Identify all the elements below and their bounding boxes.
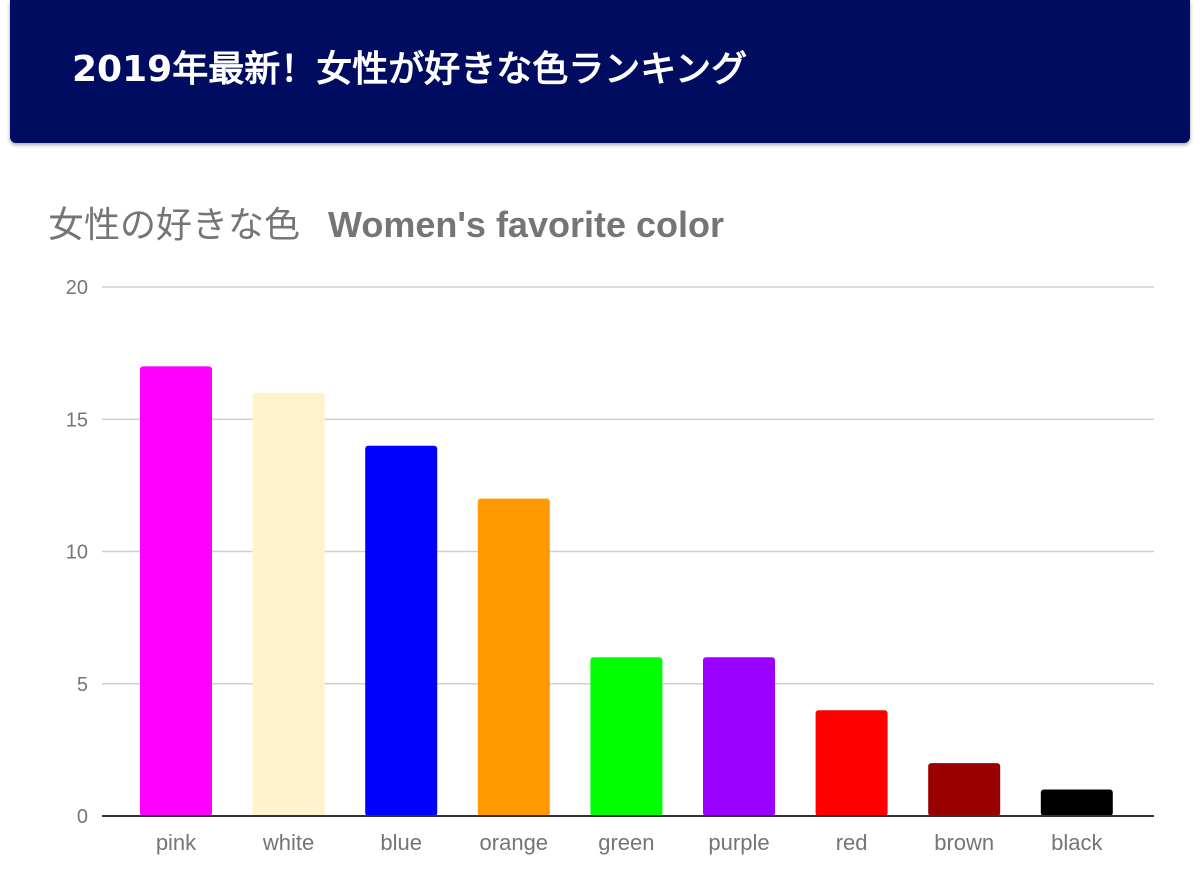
bar-green: [590, 657, 663, 816]
bar-red: [815, 710, 888, 816]
y-tick-label: 10: [66, 542, 88, 564]
y-axis-ticks: 0 5 10 15 20: [66, 277, 88, 828]
y-tick-label: 0: [77, 806, 88, 828]
bar-pink: [140, 366, 212, 816]
header-banner: 2019年最新！女性が好きな色ランキング: [10, 0, 1190, 143]
bar-blue: [365, 445, 438, 816]
y-tick-label: 15: [66, 409, 88, 431]
x-axis-ticks: pink white blue orange green purple red brown bl…: [156, 830, 1104, 855]
bar-purple: [703, 657, 775, 816]
x-tick-label-orange: orange: [480, 830, 549, 855]
y-tick-label: 20: [66, 277, 88, 299]
bar-black: [1040, 789, 1113, 816]
bars: [140, 366, 1113, 816]
chart-title: 女性の好きな色 Women's favorite color: [48, 198, 724, 253]
bar-orange: [477, 498, 550, 816]
bar-brown: [928, 763, 1001, 816]
x-tick-label-black: black: [1051, 830, 1103, 855]
x-tick-label-white: white: [262, 830, 314, 855]
x-tick-label-red: red: [836, 830, 868, 855]
y-tick-label: 5: [77, 674, 88, 696]
x-tick-label-brown: brown: [934, 830, 994, 855]
bar-white: [252, 392, 325, 816]
page-title: 2019年最新！女性が好きな色ランキング: [72, 49, 748, 90]
x-tick-label-green: green: [598, 830, 654, 855]
chart-title-english: Women's favorite color: [328, 204, 724, 245]
x-tick-label-pink: pink: [156, 830, 197, 855]
x-tick-label-blue: blue: [380, 830, 422, 855]
chart-title-japanese: 女性の好きな色: [48, 205, 301, 246]
x-tick-label-purple: purple: [708, 830, 769, 855]
